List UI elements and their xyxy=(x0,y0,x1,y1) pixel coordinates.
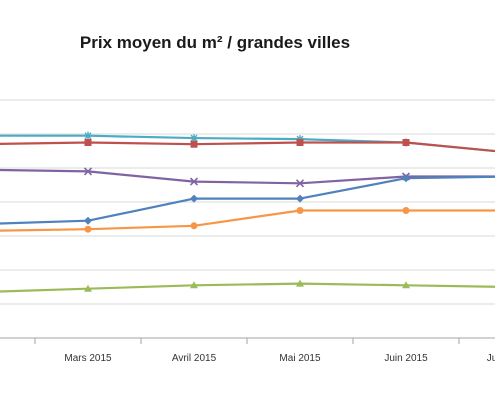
series-line-2 xyxy=(0,168,495,185)
x-tick-label: Mai 2015 xyxy=(279,353,321,364)
data-point xyxy=(190,194,198,203)
data-point xyxy=(296,194,304,203)
x-tick-label: Avril 2015 xyxy=(172,353,217,364)
data-point xyxy=(296,139,304,146)
data-point xyxy=(83,167,93,176)
data-point xyxy=(84,139,92,146)
data-point xyxy=(190,222,198,230)
data-point xyxy=(190,134,198,143)
x-tick-label: Juin 2015 xyxy=(384,353,428,364)
data-point xyxy=(84,284,92,292)
series-line-3 xyxy=(0,175,495,225)
data-point xyxy=(189,177,199,186)
data-point xyxy=(84,131,92,140)
data-point xyxy=(84,225,92,233)
series-line-4 xyxy=(0,209,495,232)
data-point xyxy=(190,140,198,148)
data-point xyxy=(402,139,410,146)
data-point xyxy=(296,207,304,214)
data-point xyxy=(296,279,304,287)
data-point xyxy=(295,179,305,188)
data-point xyxy=(190,281,198,289)
data-point xyxy=(402,281,410,289)
data-point xyxy=(402,174,410,183)
data-point xyxy=(84,216,92,225)
series-line-1 xyxy=(0,141,495,153)
chart-title: Prix moyen du m² / grandes villes xyxy=(79,33,351,52)
x-tick-label: Juillet 2014 xyxy=(487,353,495,364)
data-point xyxy=(402,207,410,214)
x-tick-label: Mars 2015 xyxy=(64,353,112,364)
series-line-5 xyxy=(0,282,495,293)
